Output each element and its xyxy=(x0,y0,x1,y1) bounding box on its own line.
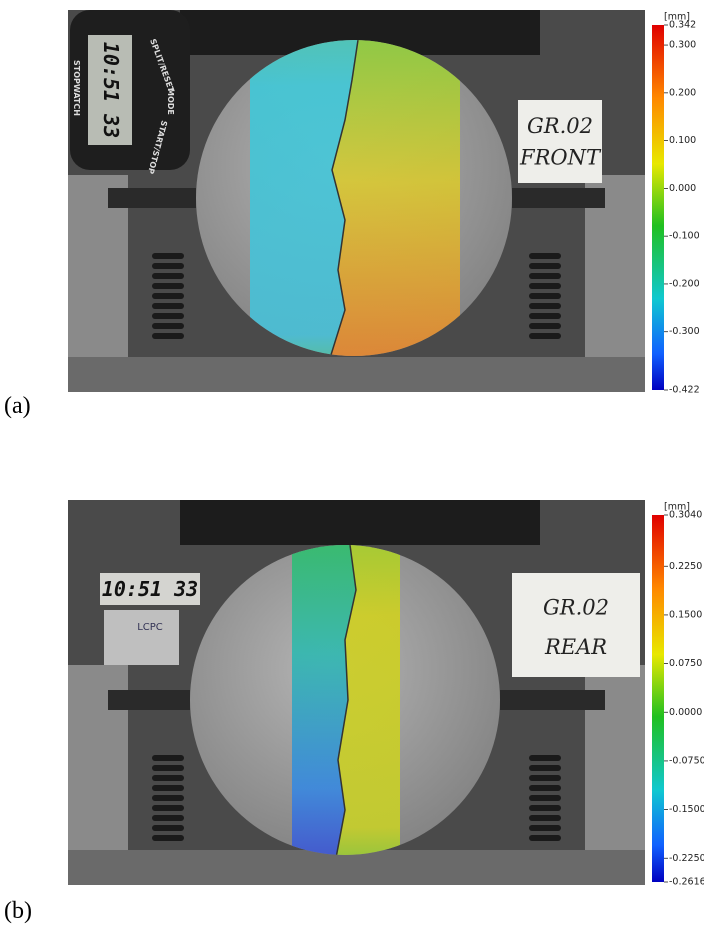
colorbar-unit: [mm] xyxy=(664,12,690,23)
spring-coil xyxy=(529,825,561,831)
label-card xyxy=(518,100,602,183)
clock-display xyxy=(100,573,200,605)
colorbar-label: -0.0750 xyxy=(669,755,704,766)
spring-coil xyxy=(152,795,184,801)
spring-coil xyxy=(529,283,561,289)
label-card xyxy=(512,573,640,677)
panel-label: (b) xyxy=(4,898,32,924)
spring-coil xyxy=(529,333,561,339)
spring-coil xyxy=(529,765,561,771)
spring-coil xyxy=(529,785,561,791)
photo: GR.02 REAR 10:51 33 LCPC xyxy=(68,500,645,885)
colorbar-label: 0.200 xyxy=(669,87,696,98)
spring-coil xyxy=(152,775,184,781)
colorbar-label: 0.0000 xyxy=(669,707,702,718)
stopwatch-time: 10:51 33 xyxy=(99,42,123,138)
colorbar-label: -0.100 xyxy=(669,231,700,242)
spring-coil xyxy=(529,775,561,781)
rod-right xyxy=(512,188,605,208)
spring-coil xyxy=(152,253,184,259)
colorbar-label: -0.1500 xyxy=(669,804,704,815)
frame-right xyxy=(585,175,645,392)
spring-coil xyxy=(152,805,184,811)
colorbar-label: 0.0750 xyxy=(669,658,702,669)
colorbar-label: 0.000 xyxy=(669,183,696,194)
colorbar-label: 0.2250 xyxy=(669,561,702,572)
panel-label: (a) xyxy=(4,393,31,419)
spring-coil xyxy=(152,835,184,841)
displacement-field-right xyxy=(336,545,400,855)
stopwatch-button: MODE xyxy=(166,88,175,115)
colorbar-unit: [mm] xyxy=(664,502,690,513)
colorbar-label: -0.422 xyxy=(669,385,700,396)
spring-coil xyxy=(529,795,561,801)
spring-coil xyxy=(152,273,184,279)
press-head xyxy=(180,500,540,545)
spring-coil xyxy=(152,313,184,319)
stopwatch-button: STOPWATCH xyxy=(72,60,81,116)
spring-coil xyxy=(152,283,184,289)
spring-coil xyxy=(152,825,184,831)
base-plate xyxy=(68,850,645,885)
spring-coil xyxy=(152,303,184,309)
colorbar-label: -0.2616 xyxy=(669,877,704,888)
spring-coil xyxy=(152,785,184,791)
spring-coil xyxy=(529,293,561,299)
spring-coil xyxy=(152,293,184,299)
spring-coil xyxy=(529,263,561,269)
spring-coil xyxy=(529,835,561,841)
crack xyxy=(329,40,359,356)
frame-left xyxy=(68,175,128,392)
spring-coil xyxy=(529,273,561,279)
card-text: FRONT xyxy=(519,146,602,170)
displacement-field-right xyxy=(330,40,460,356)
spring-coil xyxy=(529,755,561,761)
stopwatch-display xyxy=(88,35,132,145)
spring-coil xyxy=(152,765,184,771)
spring-coil xyxy=(529,303,561,309)
spring-coil xyxy=(529,313,561,319)
colorbar-label: 0.300 xyxy=(669,40,696,51)
colorbar-label: 0.3040 xyxy=(669,510,702,521)
spring-coil xyxy=(152,333,184,339)
spring-coil xyxy=(529,253,561,259)
card-text: GR.02 xyxy=(543,596,609,620)
card-text: REAR xyxy=(544,635,607,659)
spring-coil xyxy=(152,815,184,821)
card-text: GR.02 xyxy=(527,114,593,138)
colorbar-label: 0.342 xyxy=(669,20,696,31)
rod-right xyxy=(500,690,605,710)
spring-coil xyxy=(152,263,184,269)
displacement-field-left xyxy=(292,545,356,855)
colorbar xyxy=(652,25,664,390)
rod-left xyxy=(108,690,190,710)
displacement-field-left xyxy=(250,40,358,356)
colorbar-label: -0.2250 xyxy=(669,853,704,864)
colorbar-label: 0.1500 xyxy=(669,609,702,620)
base-plate xyxy=(68,357,645,392)
spring-coil xyxy=(529,815,561,821)
spring-coil xyxy=(152,755,184,761)
logo-sign xyxy=(104,610,179,665)
crack xyxy=(335,545,357,855)
logo: LCPC xyxy=(137,622,163,633)
colorbar-label: 0.100 xyxy=(669,135,696,146)
clock-time: 10:51 33 xyxy=(102,577,198,601)
rod-left xyxy=(108,188,196,208)
colorbar xyxy=(652,515,664,882)
spring-coil xyxy=(152,323,184,329)
colorbar-label: -0.200 xyxy=(669,278,700,289)
colorbar-label: -0.300 xyxy=(669,326,700,337)
spring-coil xyxy=(529,805,561,811)
spring-coil xyxy=(529,323,561,329)
